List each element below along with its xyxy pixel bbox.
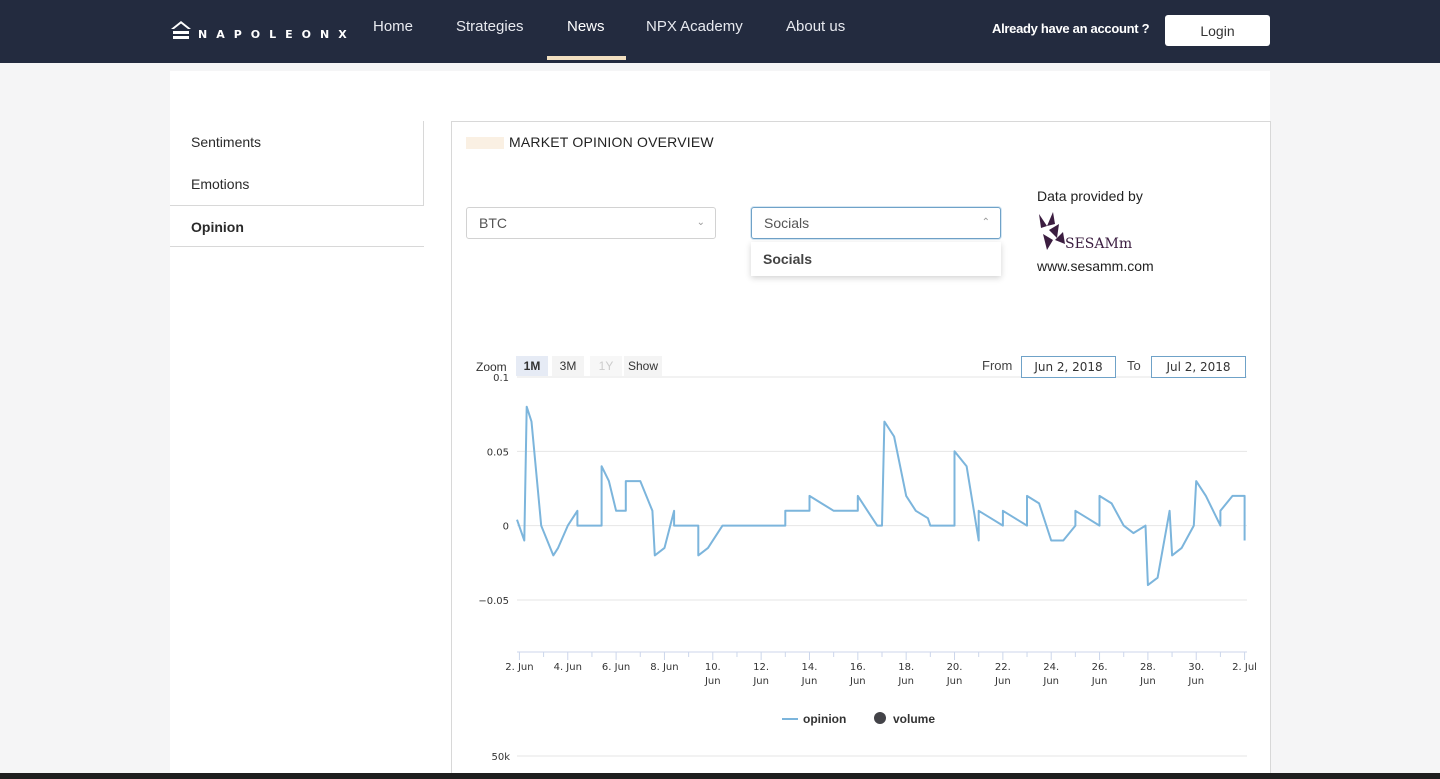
x-tick-label: 18. Jun xyxy=(897,662,914,687)
title-accent xyxy=(466,137,504,149)
logo-text: NAPOLEONX xyxy=(198,27,356,41)
x-tick-label: 2. Jul xyxy=(1232,662,1257,673)
opinion-chart: Zoom 1M 3M 1Y Show 0.10.050−0.0 xyxy=(476,356,1257,763)
source-option-socials[interactable]: Socials xyxy=(751,242,1001,276)
nav-home[interactable]: Home xyxy=(373,18,414,35)
from-date-input[interactable]: Jun 2, 2018 xyxy=(1021,356,1116,378)
asset-select-value: BTC xyxy=(479,215,507,231)
x-tick-label: 10. Jun xyxy=(704,662,721,687)
legend-volume-label[interactable]: volume xyxy=(893,712,935,726)
from-label: From xyxy=(982,358,1013,373)
chevron-up-icon: ⌃ xyxy=(981,217,990,228)
zoom-show-label: Show xyxy=(628,359,658,373)
plot-area: 0.1 0.05 0 −0.05 2. Jun 4. Jun 6. Jun 8. Jun 10.… xyxy=(478,373,1257,687)
range-selector: Zoom 1M 3M 1Y Show xyxy=(476,356,662,376)
zoom-1m-button[interactable]: 1M xyxy=(516,356,548,376)
sidebar-item-emotions[interactable]: Emotions xyxy=(191,176,250,192)
nav-news[interactable]: News xyxy=(567,18,605,35)
x-tick-label: 22. Jun xyxy=(994,662,1011,687)
zoom-1y-label: 1Y xyxy=(599,359,614,373)
y-tick-label: −0.05 xyxy=(478,596,509,607)
sidebar-item-sentiments[interactable]: Sentiments xyxy=(191,134,262,150)
x-tick-label: 4. Jun xyxy=(554,662,582,673)
x-tick-label: 12. Jun xyxy=(752,662,769,687)
zoom-1y-button[interactable]: 1Y xyxy=(590,356,622,376)
y-tick-label: 0.05 xyxy=(487,447,509,458)
legend-volume-swatch xyxy=(874,712,886,724)
sidebar-divider xyxy=(423,121,424,205)
opinion-panel: MARKET OPINION OVERVIEW BTC ⌄ Socials ⌃ … xyxy=(451,121,1271,779)
sesamm-logo-text: SESAMm xyxy=(1065,236,1132,252)
to-date-input[interactable]: Jul 2, 2018 xyxy=(1151,356,1246,378)
x-tick-label: 2. Jun xyxy=(505,662,533,673)
legend-opinion-label[interactable]: opinion xyxy=(803,712,846,726)
volume-axis-label: 50k xyxy=(491,752,510,763)
zoom-1m-label: 1M xyxy=(524,359,541,373)
window-bottom-edge xyxy=(0,773,1440,779)
y-tick-label: 0 xyxy=(503,522,509,533)
home-roof-icon xyxy=(171,21,191,39)
zoom-3m-label: 3M xyxy=(560,359,577,373)
content-panel: Sentiments Emotions Opinion MARKET OPINI… xyxy=(170,71,1271,779)
provider-url[interactable]: www.sesamm.com xyxy=(1037,258,1154,274)
x-tick-label: 26. Jun xyxy=(1091,662,1108,687)
section-title: MARKET OPINION OVERVIEW xyxy=(509,134,714,150)
source-select-value: Socials xyxy=(764,215,810,231)
provider-label: Data provided by xyxy=(1037,188,1143,204)
account-prompt: Already have an account ? xyxy=(992,21,1150,36)
x-tick-label: 20. Jun xyxy=(946,662,963,687)
x-tick-label: 30. Jun xyxy=(1187,662,1204,687)
to-label: To xyxy=(1127,358,1141,373)
sidebar-item-opinion[interactable]: Opinion xyxy=(170,205,424,247)
x-tick-label: 28. Jun xyxy=(1139,662,1156,687)
zoom-3m-button[interactable]: 3M xyxy=(552,356,584,376)
y-tick-label: 0.1 xyxy=(493,373,509,384)
x-tick-label: 14. Jun xyxy=(801,662,818,687)
nav-about-us[interactable]: About us xyxy=(786,18,846,35)
nav-npx-academy[interactable]: NPX Academy xyxy=(646,18,743,35)
x-tick-label: 16. Jun xyxy=(849,662,866,687)
zoom-label: Zoom xyxy=(476,360,507,374)
source-select[interactable]: Socials ⌃ xyxy=(751,207,1001,239)
nav-strategies[interactable]: Strategies xyxy=(456,18,524,35)
active-nav-indicator xyxy=(547,56,626,60)
zoom-show-button[interactable]: Show xyxy=(624,356,662,376)
sesamm-logo[interactable]: SESAMm xyxy=(1037,210,1137,254)
top-navbar: NAPOLEONX Home Strategies News NPX Acade… xyxy=(0,0,1440,63)
napoleonx-logo[interactable]: NAPOLEONX xyxy=(170,15,356,45)
chevron-down-icon: ⌄ xyxy=(696,217,705,228)
chart-legend: opinion volume xyxy=(782,712,935,726)
opinion-series-line[interactable] xyxy=(516,405,1246,587)
x-tick-label: 24. Jun xyxy=(1042,662,1059,687)
login-button[interactable]: Login xyxy=(1165,15,1270,46)
x-tick-label: 8. Jun xyxy=(650,662,678,673)
asset-select[interactable]: BTC ⌄ xyxy=(466,207,716,239)
x-tick-label: 6. Jun xyxy=(602,662,630,673)
